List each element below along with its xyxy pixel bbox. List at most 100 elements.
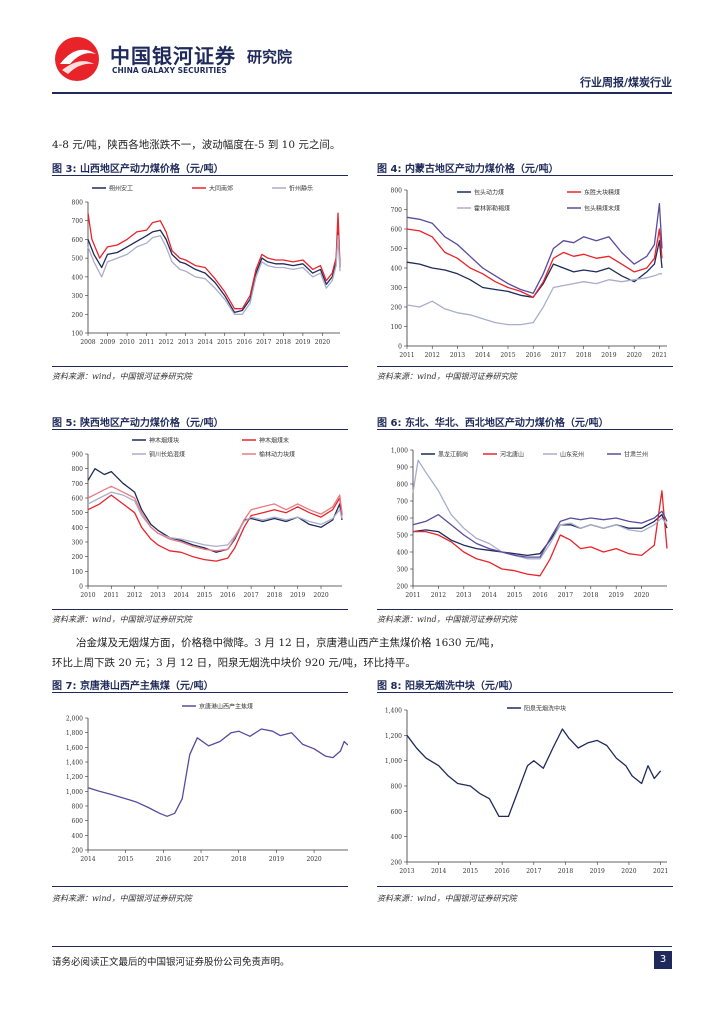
legend-label: 大同南郊 [209,185,233,193]
x-tick-label: 2017 [526,868,541,875]
y-tick-label: 200 [72,848,84,855]
series-line [412,459,668,560]
x-tick-label: 2008 [80,339,95,346]
y-tick-label: 500 [397,533,409,540]
x-tick-label: 2015 [500,352,515,359]
x-tick-label: 2017 [243,592,258,599]
x-tick-label: 2012 [158,339,173,346]
x-tick-label: 2020 [315,339,330,346]
series-line [406,228,663,298]
y-tick-label: 200 [391,305,403,312]
x-tick-label: 2011 [139,339,154,346]
y-tick-label: 800 [397,482,409,489]
legend-label: 铜川长焰混煤 [149,451,185,459]
figure-source: 资料来源：wind，中国银河证券研究院 [377,615,517,624]
y-tick-label: 500 [72,256,84,263]
figure-label: 图 3: [52,164,77,175]
y-tick-label: 1,200 [385,733,402,740]
header-rule [52,92,672,94]
y-tick-label: 500 [391,246,403,253]
y-tick-label: 600 [72,496,84,503]
y-tick-label: 200 [397,584,409,591]
figure-rule [52,692,348,693]
series-line [87,491,343,548]
footer-rule [52,946,672,947]
series-line [412,513,668,557]
x-tick-label: 2020 [313,592,328,599]
report-type: 行业周报/煤炭行业 [579,76,672,89]
y-tick-label: 800 [391,784,403,791]
y-tick-label: 1,800 [66,730,83,737]
figure-rule [52,366,348,367]
y-tick-label: 1,200 [66,774,83,781]
x-tick-label: 2016 [237,339,252,346]
y-tick-label: 1,000 [66,789,83,796]
x-tick-label: 2019 [601,352,616,359]
series-line [406,728,662,818]
series-line [87,212,341,310]
y-tick-label: 400 [72,525,84,532]
y-tick-label: 800 [72,804,84,811]
legend-label: 东胜大块精煤 [584,189,620,197]
x-tick-label: 2013 [450,352,465,359]
x-tick-label: 2020 [627,352,642,359]
legend-label: 京唐港山西产主焦煤 [199,703,253,711]
chart-yangquan-anthracite: 200 400 600 800 1,000 1,200 1,400 2013 2014 2015 2… [385,705,668,876]
x-tick-label: 2018 [267,592,282,599]
x-tick-label: 2015 [197,592,212,599]
y-tick-label: 200 [72,312,84,319]
research-dept: 研究院 [247,48,293,66]
figure-rule [377,175,673,176]
x-tick-label: 2020 [621,868,636,875]
y-tick-label: 0 [398,344,402,351]
legend-label: 甘肃兰州 [624,451,648,459]
x-tick-label: 2013 [456,592,471,599]
x-tick-label: 2015 [507,592,522,599]
x-tick-label: 2015 [118,856,133,863]
legend-label: 山东兖州 [560,451,584,459]
chart-inner-mongolia-thermal-coal: 0 100 200 300 400 500 600 700 800 2011 2012 2013 201… [391,188,668,360]
y-tick-label: 600 [391,809,403,816]
page-number: 3 [654,951,672,969]
y-tick-label: 1,400 [66,760,83,767]
footer-disclaimer: 请务必阅读正文最后的中国银河证券股份公司免责声明。 [52,957,290,968]
paragraph-text: 冶金煤及无烟煤方面，价格稳中微降。3 月 12 日，京唐港山西产主焦煤价格 16… [76,637,500,649]
y-tick-label: 400 [72,833,84,840]
y-tick-label: 900 [72,452,84,459]
figure-label: 图 6: [377,418,402,429]
y-tick-label: 1,600 [66,745,83,752]
series-line [406,273,662,326]
y-tick-label: 100 [72,569,84,576]
x-tick-label: 2021 [653,868,668,875]
x-tick-label: 2014 [431,868,446,875]
x-tick-label: 2018 [276,339,291,346]
legend-label: 包头精煤末煤 [584,205,620,213]
x-tick-label: 2013 [150,592,165,599]
figure-rule [52,175,348,176]
x-tick-label: 2020 [634,592,649,599]
y-tick-label: 400 [397,550,409,557]
figure-label: 图 5: [52,418,77,429]
legend-label: 黑龙江鹤岗 [438,451,468,459]
x-tick-label: 2018 [576,352,591,359]
y-tick-label: 1,000 [391,448,408,455]
y-tick-label: 900 [397,465,409,472]
x-tick-label: 2016 [532,592,547,599]
series-line [406,240,663,298]
figure-source: 资料来源：wind，中国银河证券研究院 [377,372,517,381]
y-tick-label: 300 [72,293,84,300]
x-tick-label: 2014 [80,856,95,863]
x-tick-label: 2021 [652,352,667,359]
x-tick-label: 2016 [156,856,171,863]
x-tick-label: 2016 [220,592,235,599]
figure-source: 资料来源：wind，中国银河证券研究院 [52,615,192,624]
x-tick-label: 2011 [104,592,119,599]
x-tick-label: 2012 [127,592,142,599]
y-tick-label: 400 [391,266,403,273]
x-tick-label: 2017 [558,592,573,599]
y-tick-label: 1,000 [385,758,402,765]
series-line [87,235,341,315]
y-tick-label: 700 [391,207,403,214]
legend-label: 忻州静乐 [289,185,313,193]
legend-label: 包头动力煤 [474,189,504,197]
